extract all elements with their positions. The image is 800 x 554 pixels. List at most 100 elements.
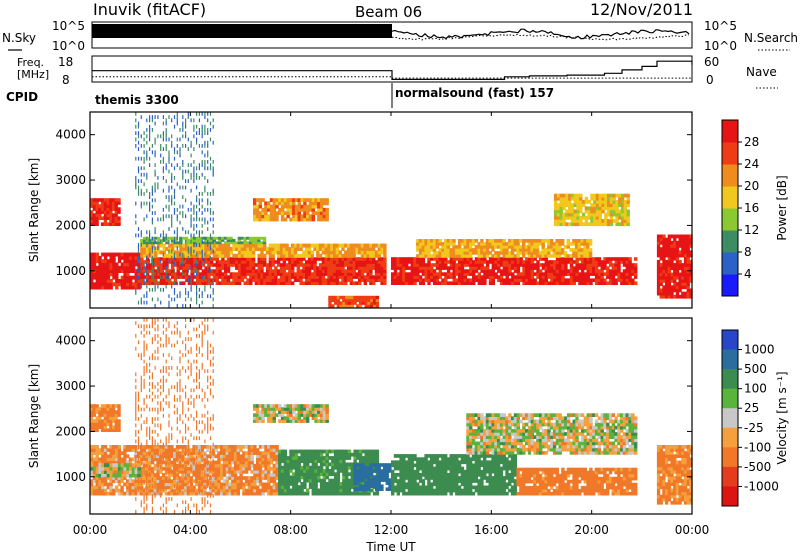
heatmap-cell — [153, 445, 157, 449]
heatmap-cell — [98, 275, 102, 280]
heatmap-cell — [441, 254, 445, 258]
heatmap-cell — [424, 245, 428, 249]
heatmap-cell — [474, 266, 479, 270]
heatmap-cell — [167, 457, 171, 462]
heatmap-cell — [204, 269, 208, 273]
heatmap-cell — [525, 281, 529, 285]
heatmap-cell — [229, 241, 233, 245]
heatmap-cell — [101, 457, 105, 462]
heatmap-cell — [402, 272, 406, 276]
heatmap-cell — [349, 278, 354, 282]
heatmap-cell — [123, 282, 127, 287]
heatmap-cell — [131, 252, 136, 257]
heatmap-cell — [190, 269, 194, 273]
heatmap-cell — [210, 243, 214, 248]
heatmap-cell — [508, 251, 512, 255]
heatmap-cell — [260, 278, 264, 282]
heatmap-cell — [228, 457, 232, 462]
heatmap-cell — [292, 211, 296, 215]
heatmap-cell — [335, 250, 340, 255]
heatmap-cell — [112, 272, 116, 277]
heatmap-cell — [228, 470, 232, 474]
heatmap-cell — [277, 263, 281, 267]
heatmap-cell — [240, 243, 245, 248]
heatmap-cell — [570, 206, 575, 211]
heatmap-cell — [502, 242, 506, 246]
heatmap-cell — [182, 128, 184, 132]
heatmap-cell — [176, 303, 178, 308]
heatmap-cell — [416, 239, 420, 243]
heatmap-cell — [196, 166, 198, 171]
heatmap-cell — [314, 452, 318, 457]
heatmap-cell — [488, 257, 493, 261]
heatmap-cell — [561, 281, 565, 285]
heatmap-cell — [293, 272, 298, 276]
heatmap-cell — [268, 281, 273, 285]
heatmap-cell — [670, 263, 674, 267]
heatmap-cell — [249, 269, 253, 273]
heatmap-cell — [463, 281, 467, 285]
heatmap-cell — [193, 217, 195, 222]
heatmap-cell — [204, 266, 208, 270]
heatmap-cell — [218, 263, 222, 267]
heatmap-cell — [634, 281, 638, 285]
heatmap-cell — [308, 482, 313, 486]
heatmap-cell — [260, 243, 264, 248]
heatmap-cell — [491, 260, 495, 264]
heatmap-cell — [595, 215, 600, 220]
heatmap-cell — [257, 239, 261, 242]
heatmap-cell — [198, 118, 200, 123]
heatmap-cell — [363, 250, 367, 255]
heatmap-cell — [159, 491, 163, 496]
heatmap-cell — [135, 275, 137, 279]
heatmap-cell — [374, 278, 379, 282]
heatmap-cell — [176, 230, 178, 235]
heatmap-cell — [140, 188, 142, 193]
heatmap-cell — [137, 227, 140, 231]
heatmap-cell — [319, 482, 324, 486]
heatmap-cell — [538, 251, 543, 255]
heatmap-cell — [555, 248, 559, 252]
heatmap-cell — [296, 247, 300, 251]
heatmap-cell — [240, 278, 245, 282]
heatmap-cell — [128, 485, 133, 490]
heatmap-cell — [303, 465, 307, 470]
heatmap-cell — [257, 260, 261, 264]
heatmap-cell — [673, 244, 677, 248]
heatmap-cell — [154, 246, 156, 251]
heatmap-cell — [356, 298, 360, 302]
heatmap-cell — [681, 269, 685, 274]
heatmap-cell — [590, 209, 594, 214]
heatmap-cell — [341, 269, 345, 273]
heatmap-cell — [474, 269, 479, 273]
heatmap-cell — [100, 198, 105, 202]
heatmap-cell — [117, 219, 121, 223]
heatmap-cell — [505, 251, 509, 255]
heatmap-cell — [154, 263, 158, 267]
heatmap-cell — [656, 240, 661, 245]
heatmap-cell — [438, 272, 442, 276]
heatmap-cell — [567, 281, 571, 285]
heatmap-cell — [308, 207, 313, 212]
heatmap-cell — [272, 482, 276, 487]
heatmap-cell — [494, 242, 498, 246]
heatmap-cell — [220, 454, 224, 459]
heatmap-cell — [338, 257, 342, 261]
heatmap-cell — [576, 206, 580, 211]
heatmap-cell — [244, 476, 249, 480]
heatmap-cell — [297, 478, 301, 483]
heatmap-cell — [251, 243, 256, 248]
heatmap-cell — [565, 193, 569, 198]
heatmap-cell — [232, 253, 236, 258]
heatmap-cell — [313, 272, 317, 276]
heatmap-cell — [274, 278, 278, 282]
heatmap-cell — [117, 476, 122, 480]
noise-panel: N.Sky 10^5 10^0 10^5 10^0 N.Search — [2, 19, 798, 53]
heatmap-cell — [228, 451, 232, 455]
heatmap-cell — [92, 198, 96, 202]
heatmap-cell — [146, 243, 148, 247]
heatmap-cell — [182, 243, 186, 248]
heatmap-cell — [416, 269, 420, 273]
heatmap-cell — [620, 203, 625, 207]
heatmap-cell — [316, 269, 320, 273]
